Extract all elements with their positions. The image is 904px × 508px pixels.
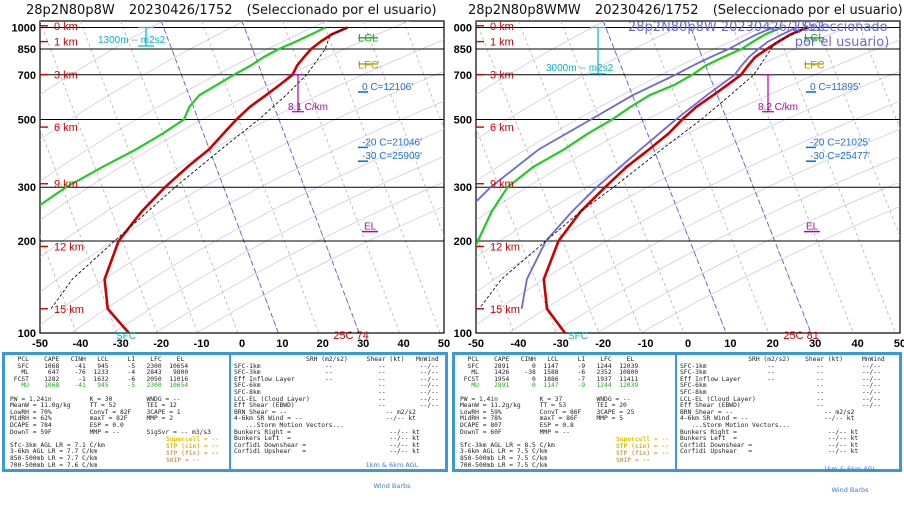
height-tick-label: 9 km [54,179,78,191]
right-panel-timestamp: 20230426/1752 [595,3,699,18]
temperature-tick-label: -10 [638,338,654,350]
temperature-tick-label: -50 [468,338,484,350]
height-tick-label: 6 km [54,122,78,134]
thermo-line: 700-500mb LR = 7.5 C/km [460,462,547,469]
left-panel-header: 28p2N80p8W 20230426/1752 (Seleccionado p… [26,3,447,18]
surface-temp-label: 25C 74 [333,330,368,342]
severe-param-line: SHIP = -- [616,457,650,464]
srh-label: 3000m -- m2s2 [546,63,614,74]
left-wind-note: 1km & 6km AGL Wind Barbs [352,448,432,504]
severe-param-line: Supercell = -- [166,436,219,443]
height-tick-label: 12 km [54,241,84,253]
thermo-line: DownT = 60F MMP = -- [460,429,570,436]
height-tick-label: 1 km [490,37,514,49]
thermo-line: MU 2891 0 1147 -9 1244 12039 [460,382,638,389]
temperature-tick-label: -20 [153,338,169,350]
isotherm-line [0,21,36,333]
level-label: -30 C=25477' [810,151,870,162]
severe-param-line: Supercell = -- [616,436,669,443]
srh-label: 1300m -- m2s2 [98,35,166,46]
el-label: EL [364,222,377,233]
lfc-label: LFC [804,59,825,71]
temperature-tick-label: 10 [276,338,288,350]
left-panel-note: (Seleccionado por el usuario) [247,3,437,18]
severe-param-line: STP (cin) = -- [166,443,219,450]
right-panel-title: 28p2N80p8WMW [468,3,581,18]
plot-frame [40,21,444,333]
temperature-tick-label: 0 [239,338,245,350]
right-sounding-table: PCL CAPE CINH LCL LI LFC EL SFC 2891 0 1… [452,352,902,472]
pressure-tick-label: 500 [454,114,472,126]
thermo-line: MU 1068 -41 945 -5 2300 10654 [10,382,188,389]
height-tick-label: 6 km [490,122,514,134]
height-tick-label: 9 km [490,179,514,191]
temperature-tick-label: 50 [438,338,450,350]
pressure-tick-label: 700 [454,70,472,82]
pressure-tick-label: 500 [18,114,36,126]
right-panel-header: 28p2N80p8WMW 20230426/1752 (Seleccionado… [468,3,904,18]
temperature-tick-label: -20 [595,338,611,350]
surface-temp-label: 25C 81 [783,330,818,342]
thermo-line: 700-500mb LR = 7.6 C/km [10,462,97,469]
temperature-tick-label: 40 [851,338,863,350]
left-panel-timestamp: 20230426/1752 [129,3,233,18]
right-skewt-chart: 1002003005007008501000-50-40-30-20-10010… [454,0,904,352]
isotherm-line [444,21,450,333]
right-panel-overlay-note: (Seleccionado por el usuario) [790,20,894,50]
pressure-tick-label: 300 [18,182,36,194]
height-tick-label: 0 km [490,21,514,33]
temperature-tick-label: 0 [685,338,691,350]
sfc-label: SFC [116,331,136,342]
level-label: 0 C=12106' [362,82,413,93]
severe-param-line: SHIP = -- [166,457,200,464]
right-wind-note: 1km & 6km AGL Wind Barbs [810,452,890,508]
left-panel-title: 28p2N80p8W [26,3,115,18]
height-tick-label: 3 km [490,70,514,82]
height-tick-label: 3 km [54,70,78,82]
temperature-tick-label: 20 [767,338,779,350]
sfc-label: SFC [568,331,588,342]
level-label: -20 C=21046' [362,137,422,148]
temperature-tick-label: 20 [317,338,329,350]
pressure-tick-label: 200 [18,236,36,248]
level-label: 0 C=11895' [810,82,860,93]
pressure-tick-label: 300 [454,182,472,194]
pressure-tick-label: 1000 [12,22,36,34]
height-tick-label: 15 km [490,304,520,316]
lfc-label: LFC [358,59,379,71]
temperature-tick-label: -40 [72,338,88,350]
severe-param-line: STP (fix) = -- [616,450,669,457]
lapse-rate-label: 8.2 C/km [758,102,798,113]
el-label: EL [806,222,819,233]
temperature-tick-label: 50 [894,338,904,350]
lapse-rate-label: 8.1 C/km [288,102,328,113]
severe-param-line: STP (cin) = -- [616,443,669,450]
temperature-tick-label: -50 [32,338,48,350]
pressure-tick-label: 1000 [454,22,472,34]
pressure-tick-label: 700 [18,70,36,82]
temperature-tick-label: -40 [510,338,526,350]
height-tick-label: 12 km [490,241,520,253]
temperature-tick-label: -10 [194,338,210,350]
pressure-tick-label: 850 [454,44,472,56]
temperature-tick-label: 10 [724,338,736,350]
temperature-tick-label: 40 [397,338,409,350]
isotherm-line [454,21,472,333]
height-tick-label: 0 km [54,21,78,33]
temperature-tick-label: -30 [553,338,569,350]
height-tick-label: 1 km [54,37,78,49]
right-skewt-panel: 1002003005007008501000-50-40-30-20-10010… [454,0,904,352]
pressure-tick-label: 850 [18,44,36,56]
left-sounding-table: PCL CAPE CINH LCL LI LFC EL SFC 1068 -41… [2,352,448,472]
height-tick-label: 15 km [54,304,84,316]
severe-param-line: STP (fix) = -- [166,450,219,457]
level-label: -20 C=21025' [810,137,870,148]
pressure-tick-label: 200 [454,236,472,248]
level-label: -30 C=25909' [362,151,422,162]
right-panel-note: (Seleccionado por el usuario) [713,3,903,18]
thermo-line: DownT = 59F MMP = -- SigSvr = -- m3/s3 [10,429,211,436]
